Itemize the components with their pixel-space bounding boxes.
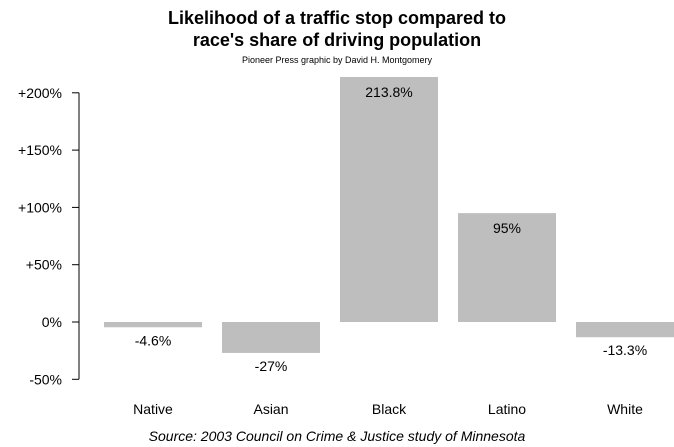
y-tick-label: +100% bbox=[18, 199, 62, 215]
data-label-white: -13.3% bbox=[603, 342, 647, 358]
chart-subtitle: Pioneer Press graphic by David H. Montgo… bbox=[241, 55, 433, 65]
bar-white bbox=[576, 322, 674, 338]
category-label-latino: Latino bbox=[488, 401, 526, 417]
category-label-white: White bbox=[607, 401, 643, 417]
bar-latino bbox=[458, 213, 556, 322]
bar-asian bbox=[222, 322, 320, 353]
chart-title-line-2: race's share of driving population bbox=[192, 30, 482, 50]
category-labels-group: Native Asian Black Latino White bbox=[133, 401, 643, 417]
y-tick-label: +50% bbox=[26, 257, 62, 273]
bar-native bbox=[104, 322, 202, 328]
data-label-latino: 95% bbox=[493, 220, 521, 236]
category-label-asian: Asian bbox=[253, 401, 288, 417]
data-label-native: -4.6% bbox=[135, 332, 172, 348]
chart-title-line-1: Likelihood of a traffic stop compared to bbox=[167, 8, 507, 28]
data-labels-group: -4.6% -27% 213.8% 95% -13.3% bbox=[135, 84, 647, 374]
bars-group bbox=[104, 76, 674, 353]
chart-source: Source: 2003 Council on Crime & Justice … bbox=[148, 428, 526, 444]
y-tick-label: +150% bbox=[18, 142, 62, 158]
category-label-native: Native bbox=[133, 401, 173, 417]
data-label-black: 213.8% bbox=[365, 84, 412, 100]
y-tick-label: -50% bbox=[29, 371, 62, 387]
category-label-black: Black bbox=[372, 401, 407, 417]
y-tick-label: +200% bbox=[18, 85, 62, 101]
bar-black bbox=[340, 76, 438, 322]
data-label-asian: -27% bbox=[255, 358, 288, 374]
y-tick-label: 0% bbox=[42, 314, 62, 330]
y-axis: -50% 0% +50% +100% +150% +200% bbox=[18, 85, 80, 387]
